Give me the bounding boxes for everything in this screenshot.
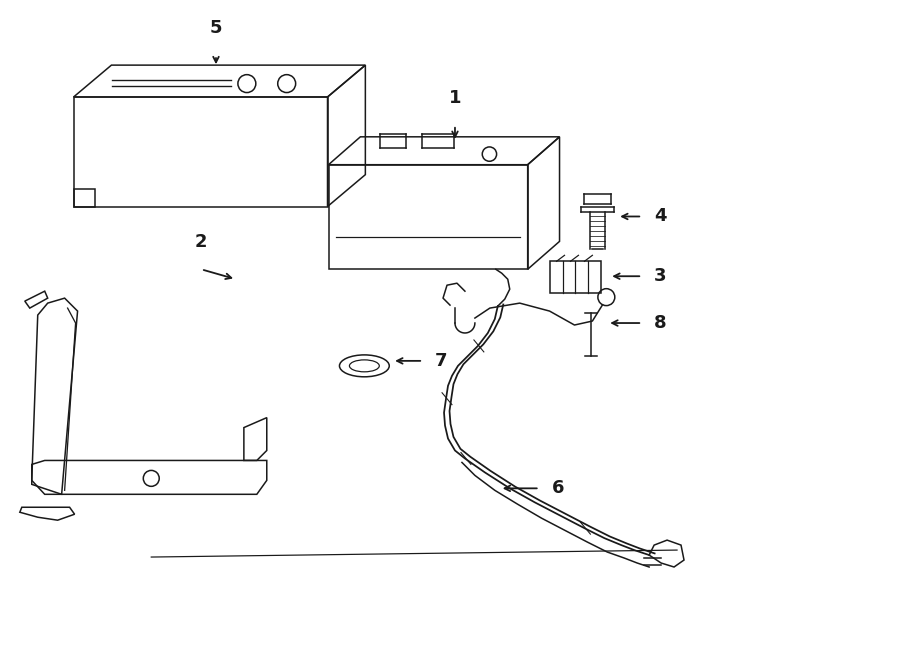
Text: 6: 6: [552, 479, 564, 497]
Text: 3: 3: [654, 267, 667, 286]
Text: 8: 8: [654, 314, 667, 332]
Text: 1: 1: [449, 89, 461, 107]
Text: 4: 4: [654, 208, 667, 225]
Text: 5: 5: [210, 19, 222, 37]
Text: 7: 7: [435, 352, 447, 370]
Text: 2: 2: [194, 233, 207, 251]
